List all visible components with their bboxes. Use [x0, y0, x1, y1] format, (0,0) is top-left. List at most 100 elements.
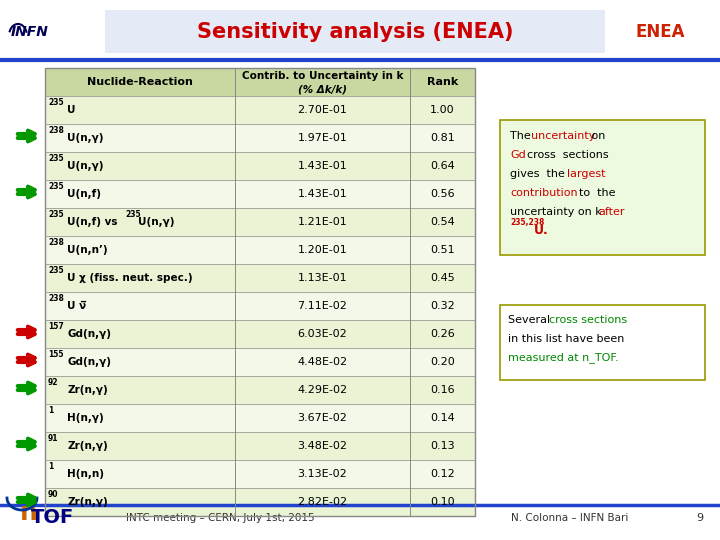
Bar [45, 180, 475, 208]
Text: largest: largest [567, 169, 606, 179]
Bar [500, 120, 705, 255]
Text: contribution: contribution [510, 188, 577, 198]
Text: cross sections: cross sections [549, 315, 627, 325]
Text: 1.43E-01: 1.43E-01 [297, 161, 347, 171]
Text: 238: 238 [48, 126, 64, 135]
Text: U(n,γ): U(n,γ) [138, 217, 174, 227]
Text: N. Colonna – INFN Bari: N. Colonna – INFN Bari [511, 513, 629, 523]
Text: TOF: TOF [31, 508, 74, 527]
Bar [45, 432, 475, 460]
Text: cross  sections: cross sections [521, 150, 609, 160]
Text: n: n [20, 501, 38, 525]
Text: 0.12: 0.12 [430, 469, 455, 479]
Text: 235: 235 [48, 266, 63, 275]
Text: 2.70E-01: 2.70E-01 [297, 105, 348, 115]
Text: 0.14: 0.14 [430, 413, 455, 423]
Text: 90: 90 [48, 490, 58, 499]
Text: 2.82E-02: 2.82E-02 [297, 497, 348, 507]
Text: 0.56: 0.56 [430, 189, 455, 199]
Text: Sensitivity analysis (ENEA): Sensitivity analysis (ENEA) [197, 22, 513, 42]
Text: 3.48E-02: 3.48E-02 [297, 441, 348, 451]
Text: gives  the: gives the [510, 169, 568, 179]
Text: Contrib. to Uncertainty in k: Contrib. to Uncertainty in k [242, 71, 403, 81]
Text: 0.10: 0.10 [430, 497, 455, 507]
Bar [500, 305, 705, 380]
Text: 4.29E-02: 4.29E-02 [297, 385, 348, 395]
Text: 4.48E-02: 4.48E-02 [297, 357, 348, 367]
Text: 1.43E-01: 1.43E-01 [297, 189, 347, 199]
Text: 0.54: 0.54 [430, 217, 455, 227]
Text: 0.13: 0.13 [430, 441, 455, 451]
Text: 0.45: 0.45 [430, 273, 455, 283]
Text: U(n,γ): U(n,γ) [67, 133, 104, 143]
Text: INTC meeting – CERN, July 1st, 2015: INTC meeting – CERN, July 1st, 2015 [126, 513, 315, 523]
Text: Zr(n,γ): Zr(n,γ) [67, 497, 108, 507]
Text: 3.13E-02: 3.13E-02 [297, 469, 347, 479]
Bar [45, 292, 475, 320]
Text: 0.32: 0.32 [430, 301, 455, 311]
Bar [45, 404, 475, 432]
Text: 235: 235 [48, 154, 63, 163]
Bar [45, 264, 475, 292]
Text: Gd(n,γ): Gd(n,γ) [67, 329, 111, 339]
Text: U.: U. [534, 225, 549, 238]
Bar [45, 320, 475, 348]
Bar [45, 68, 475, 516]
Bar [45, 488, 475, 516]
Text: on: on [588, 131, 606, 141]
Bar [45, 236, 475, 264]
Text: uncertainty on k: uncertainty on k [510, 207, 606, 217]
Bar [45, 124, 475, 152]
Text: 91: 91 [48, 434, 58, 443]
Text: 0.26: 0.26 [430, 329, 455, 339]
Text: 9: 9 [696, 513, 703, 523]
Text: 238: 238 [48, 238, 64, 247]
Text: U: U [67, 105, 79, 115]
Text: 0.16: 0.16 [430, 385, 455, 395]
Text: 1.13E-01: 1.13E-01 [297, 273, 347, 283]
Text: Gd: Gd [510, 150, 526, 160]
Text: to  the: to the [572, 188, 616, 198]
Text: 0.81: 0.81 [430, 133, 455, 143]
Text: 6.03E-02: 6.03E-02 [297, 329, 347, 339]
Text: Zr(n,γ): Zr(n,γ) [67, 441, 108, 451]
Text: 1.00: 1.00 [430, 105, 455, 115]
Text: 235: 235 [48, 210, 63, 219]
Text: 0.20: 0.20 [430, 357, 455, 367]
Text: U(n,f): U(n,f) [67, 189, 101, 199]
Text: 157: 157 [48, 322, 64, 331]
Text: after: after [598, 207, 625, 217]
Bar [105, 10, 605, 53]
Text: (% Δk/k): (% Δk/k) [298, 84, 347, 94]
Text: 1.97E-01: 1.97E-01 [297, 133, 348, 143]
Text: uncertainty: uncertainty [531, 131, 595, 141]
Text: 1: 1 [48, 462, 53, 471]
Text: 1.21E-01: 1.21E-01 [297, 217, 347, 227]
Text: in this list have been: in this list have been [508, 334, 624, 344]
Text: Nuclide-Reaction: Nuclide-Reaction [87, 77, 193, 87]
Text: 92: 92 [48, 378, 58, 387]
Bar [45, 348, 475, 376]
Text: U χ (fiss. neut. spec.): U χ (fiss. neut. spec.) [67, 273, 193, 283]
Text: U(n,γ): U(n,γ) [67, 161, 104, 171]
Text: 1: 1 [48, 406, 53, 415]
Text: 235: 235 [48, 182, 63, 191]
Bar [45, 96, 475, 124]
Text: INFN: INFN [11, 25, 49, 39]
Text: H(n,n): H(n,n) [67, 469, 104, 479]
Text: 155: 155 [48, 350, 63, 359]
Text: 0.64: 0.64 [430, 161, 455, 171]
Text: H(n,γ): H(n,γ) [67, 413, 104, 423]
Text: Gd(n,γ): Gd(n,γ) [67, 357, 111, 367]
Text: 7.11E-02: 7.11E-02 [297, 301, 348, 311]
Text: measured at n_TOF.: measured at n_TOF. [508, 353, 618, 363]
Text: ENEA: ENEA [635, 23, 685, 41]
Text: 3.67E-02: 3.67E-02 [297, 413, 348, 423]
Text: 235: 235 [48, 98, 63, 107]
Text: Several: Several [508, 315, 554, 325]
Bar [45, 376, 475, 404]
Text: 238: 238 [48, 294, 64, 303]
Text: 1.20E-01: 1.20E-01 [297, 245, 347, 255]
Text: 0.51: 0.51 [430, 245, 455, 255]
Bar [45, 460, 475, 488]
